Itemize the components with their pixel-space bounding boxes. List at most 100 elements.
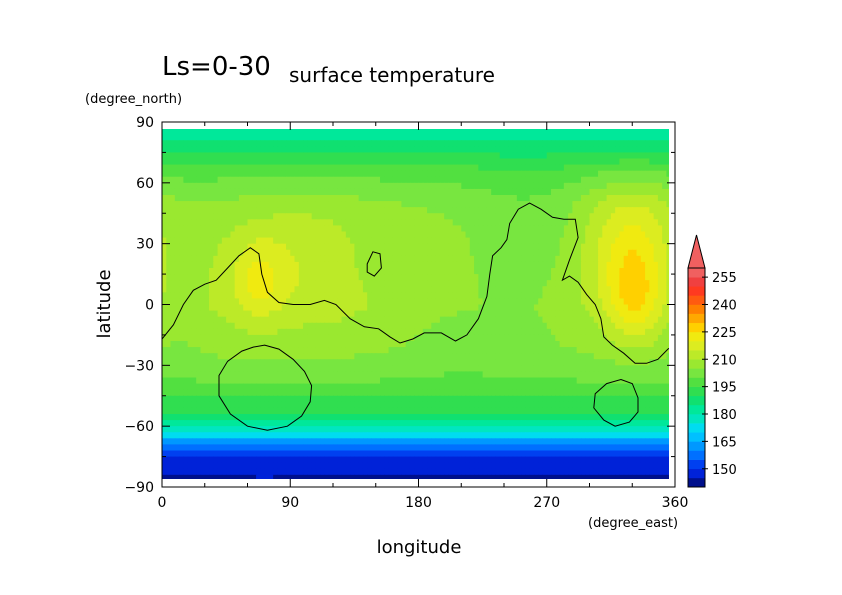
field-cell — [380, 152, 385, 160]
field-cell — [375, 359, 381, 366]
field-cell — [217, 146, 223, 154]
field-cell — [320, 316, 326, 324]
field-cell — [243, 170, 249, 178]
field-cell — [337, 134, 343, 141]
field-cell — [388, 292, 394, 300]
field-cell — [226, 316, 232, 324]
field-cell — [260, 134, 266, 141]
field-cell — [285, 188, 291, 196]
field-cell — [191, 176, 197, 184]
field-cell — [606, 286, 612, 293]
field-cell — [409, 286, 415, 293]
field-cell — [444, 164, 450, 172]
field-cell — [166, 213, 172, 220]
field-cell — [478, 219, 484, 227]
field-cell — [422, 140, 428, 147]
field-cell — [469, 188, 475, 196]
field-cell — [303, 292, 308, 300]
field-cell — [315, 195, 321, 202]
field-cell — [649, 231, 655, 239]
field-cell — [508, 213, 514, 220]
field-cell — [538, 347, 544, 354]
field-cell — [606, 129, 612, 135]
field-cell — [397, 371, 402, 379]
field-cell — [354, 310, 360, 318]
field-cell — [602, 158, 608, 166]
field-cell — [247, 158, 253, 166]
field-cell — [380, 122, 385, 129]
field-cell — [427, 213, 432, 220]
field-cell — [311, 268, 317, 275]
field-cell — [333, 261, 338, 269]
field-cell — [576, 176, 582, 184]
field-cell — [427, 261, 432, 269]
field-cell — [469, 286, 475, 293]
field-cell — [392, 334, 398, 342]
field-cell — [606, 261, 612, 269]
field-cell — [179, 261, 184, 269]
field-cell — [196, 140, 202, 147]
field-cell — [632, 328, 638, 336]
field-cell — [585, 249, 591, 257]
field-cell — [623, 243, 629, 251]
field-cell — [281, 146, 287, 154]
field-cell — [200, 316, 206, 324]
field-cell — [538, 280, 544, 287]
field-cell — [538, 170, 544, 178]
field-cell — [448, 298, 454, 306]
field-cell — [281, 334, 287, 342]
field-cell — [495, 140, 501, 147]
field-cell — [657, 280, 663, 287]
field-cell — [533, 213, 539, 220]
field-cell — [499, 146, 505, 154]
field-cell — [555, 347, 561, 354]
field-cell — [512, 310, 518, 318]
field-cell — [243, 353, 249, 360]
field-cell — [533, 219, 539, 227]
field-cell — [320, 195, 326, 202]
field-cell — [499, 164, 505, 172]
field-cell — [324, 188, 330, 196]
field-cell — [623, 304, 629, 312]
field-cell — [439, 170, 445, 178]
field-cell — [623, 152, 629, 160]
field-cell — [593, 286, 599, 293]
field-cell — [482, 274, 488, 281]
field-cell — [533, 255, 539, 263]
field-cell — [333, 219, 338, 227]
field-cell — [358, 170, 364, 178]
field-cell — [315, 170, 321, 178]
field-cell — [615, 298, 621, 306]
field-cell — [213, 316, 219, 324]
field-cell — [209, 129, 214, 135]
field-cell — [606, 243, 612, 251]
field-cell — [533, 158, 539, 166]
field-cell — [593, 140, 599, 147]
field-cell — [285, 304, 291, 312]
field-cell — [589, 158, 595, 166]
field-cell — [234, 347, 240, 354]
field-cell — [405, 176, 411, 184]
field-cell — [315, 146, 321, 154]
field-cell — [580, 341, 586, 348]
field-cell — [504, 170, 509, 178]
field-cell — [170, 347, 176, 354]
field-cell — [342, 122, 347, 129]
field-cell — [337, 213, 343, 220]
field-cell — [320, 158, 326, 166]
field-cell — [439, 146, 445, 154]
field-cell — [303, 304, 308, 312]
field-cell — [615, 122, 620, 129]
field-cell — [230, 129, 236, 135]
field-cell — [563, 237, 569, 245]
field-cell — [427, 140, 432, 147]
field-cell — [512, 195, 518, 202]
field-cell — [303, 146, 308, 154]
field-cell — [482, 347, 488, 354]
field-cell — [495, 225, 501, 233]
field-cell — [533, 286, 539, 293]
field-cell — [333, 328, 338, 336]
field-cell — [285, 213, 291, 220]
field-cell — [414, 207, 420, 214]
field-cell — [303, 158, 308, 166]
